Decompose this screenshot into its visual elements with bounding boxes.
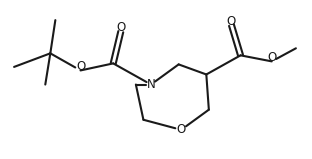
Text: O: O (177, 123, 186, 136)
Text: O: O (76, 60, 85, 73)
Text: N: N (147, 78, 155, 91)
Text: O: O (267, 51, 276, 64)
Text: O: O (116, 21, 125, 34)
Text: O: O (227, 15, 236, 28)
